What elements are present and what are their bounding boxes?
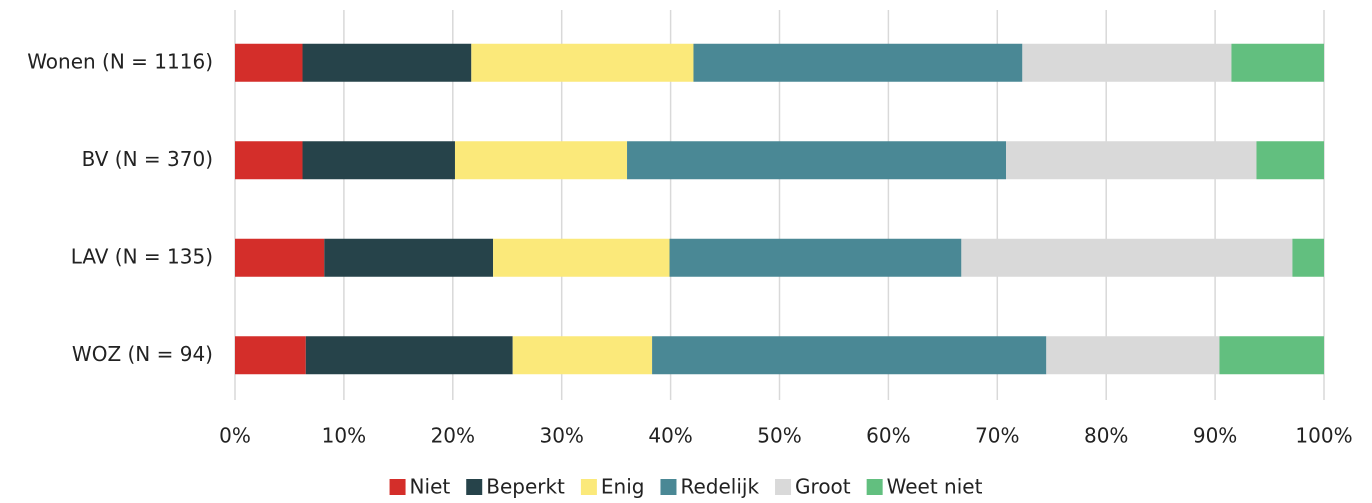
bar-segment [1219, 336, 1324, 375]
y-tick-label: BV (N = 370) [82, 147, 213, 171]
bar-segment [669, 238, 962, 277]
bar-segment [652, 336, 1047, 375]
bar-segment [1292, 238, 1324, 277]
x-tick-label: 20% [431, 424, 475, 448]
bar-segment [235, 238, 325, 277]
legend-label: Enig [601, 475, 645, 499]
bar-segment [235, 141, 303, 180]
legend-label: Beperkt [486, 475, 565, 499]
bar-segment [1006, 141, 1257, 180]
bar-segment [1256, 141, 1324, 180]
legend-label: Weet niet [887, 475, 983, 499]
legend-swatch [660, 479, 677, 495]
x-tick-label: 100% [1295, 424, 1352, 448]
bar-segment [454, 141, 628, 180]
legend-swatch [866, 479, 883, 495]
legend-swatch [580, 479, 597, 495]
x-tick-label: 50% [757, 424, 801, 448]
bar-segment [1022, 43, 1232, 82]
x-tick-label: 0% [219, 424, 251, 448]
legend-label: Niet [410, 475, 451, 499]
bar-segment [512, 336, 653, 375]
legend-swatch [775, 479, 792, 495]
x-tick-label: 60% [866, 424, 910, 448]
bar-segment [961, 238, 1293, 277]
x-tick-label: 10% [322, 424, 366, 448]
x-tick-label: 40% [648, 424, 692, 448]
y-tick-label: LAV (N = 135) [71, 244, 213, 268]
y-tick-label: WOZ (N = 94) [72, 342, 213, 366]
x-tick-label: 80% [1084, 424, 1128, 448]
bar-segment [1046, 336, 1220, 375]
bar-segment [302, 141, 455, 180]
bar-segment [493, 238, 670, 277]
bar-segment [305, 336, 513, 375]
bar-segment [627, 141, 1007, 180]
legend-label: Redelijk [680, 475, 759, 499]
bar-segment [302, 43, 472, 82]
bar-segment [324, 238, 494, 277]
bar-segment [693, 43, 1023, 82]
bar-segment [235, 43, 303, 82]
legend-swatch [466, 479, 483, 495]
bar-segment [1231, 43, 1324, 82]
y-tick-label: Wonen (N = 1116) [27, 49, 213, 73]
legend-label: Groot [795, 475, 851, 499]
bar-segment [235, 336, 306, 375]
legend-swatch [389, 479, 406, 495]
x-tick-label: 90% [1193, 424, 1237, 448]
x-tick-label: 30% [539, 424, 583, 448]
x-tick-label: 70% [975, 424, 1019, 448]
bar-segment [471, 43, 694, 82]
